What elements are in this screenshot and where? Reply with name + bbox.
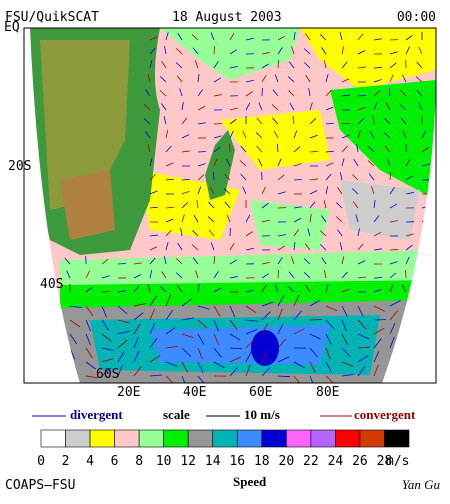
wind-arrow (406, 358, 417, 362)
colorbar-label: 22 (303, 454, 319, 469)
wind-arrow (422, 330, 433, 334)
colorbar-swatch (188, 430, 213, 447)
footer-institution: COAPS–FSU (5, 478, 75, 493)
wind-arrow (422, 229, 426, 236)
latitude-label: 60S (96, 367, 119, 382)
colorbar-swatch (237, 430, 262, 447)
colorbar-label: 2 (62, 454, 70, 469)
colorbar-unit: m/s (386, 454, 409, 469)
wind-arrow (406, 323, 412, 334)
colorbar-swatch (262, 430, 287, 447)
colorbar-swatch (164, 430, 189, 447)
divergent-label: divergent (70, 407, 123, 422)
colorbar-label: 16 (229, 454, 245, 469)
wind-arrow (406, 309, 410, 320)
colorbar-swatch (139, 430, 164, 447)
colorbar-label: 4 (86, 454, 94, 469)
wind-arrow (416, 287, 422, 292)
longitude-label: 20E (117, 385, 140, 400)
colorbar-label: 12 (180, 454, 196, 469)
wind-arrow (70, 362, 75, 373)
latitude-label: EQ (4, 20, 20, 35)
wind-arrow (374, 277, 382, 278)
map (24, 28, 436, 388)
longitude-label: 80E (316, 385, 339, 400)
latitude-label: 40S (40, 277, 63, 292)
wind-arrow (70, 376, 77, 386)
header-time: 00:00 (397, 10, 436, 25)
colorbar-swatch (286, 430, 311, 447)
scale-value: 10 m/s (244, 407, 280, 422)
colorbar-swatch (384, 430, 409, 447)
colorbar-swatch (115, 430, 140, 447)
wind-arrow (417, 272, 422, 278)
colorbar-swatch (335, 430, 360, 447)
colorbar-swatch (41, 430, 66, 447)
wind-arrow (419, 257, 422, 264)
wind-arrow (422, 362, 432, 369)
longitude-label: 40E (183, 385, 206, 400)
wind-arrow (422, 376, 429, 386)
colorbar-swatch (66, 430, 91, 447)
colorbar-label: 14 (205, 454, 221, 469)
colorbar-label: 18 (254, 454, 270, 469)
wind-arrow (390, 368, 399, 376)
colorbar-label: 24 (328, 454, 344, 469)
wind-arrow (406, 340, 415, 348)
colorbar-swatch (311, 430, 336, 447)
footer-author: Yan Gu (402, 477, 441, 492)
colorbar-label: 0 (37, 454, 45, 469)
scale-label: scale (163, 407, 190, 422)
longitude-label: 60E (249, 385, 272, 400)
colorbar-label: 8 (135, 454, 143, 469)
latitude-label: 20S (8, 159, 31, 174)
colorbar-label: 26 (352, 454, 368, 469)
wind-arrow (406, 376, 418, 378)
colorbar-swatch (90, 430, 115, 447)
convergent-label: convergent (354, 407, 416, 422)
longitude-labels: 20E 40E 60E 80E (117, 385, 339, 400)
wind-arrow (422, 348, 434, 350)
colorbar-label: 6 (111, 454, 119, 469)
colorbar-title: Speed (233, 474, 267, 489)
wind-arrow (422, 311, 430, 320)
colorbar-swatch (360, 430, 385, 447)
header-date: 18 August 2003 (172, 10, 282, 25)
colorbar-swatch (213, 430, 238, 447)
wind-arrow (422, 295, 428, 306)
colorbar-label: 10 (156, 454, 172, 469)
colorbar-label: 20 (279, 454, 295, 469)
